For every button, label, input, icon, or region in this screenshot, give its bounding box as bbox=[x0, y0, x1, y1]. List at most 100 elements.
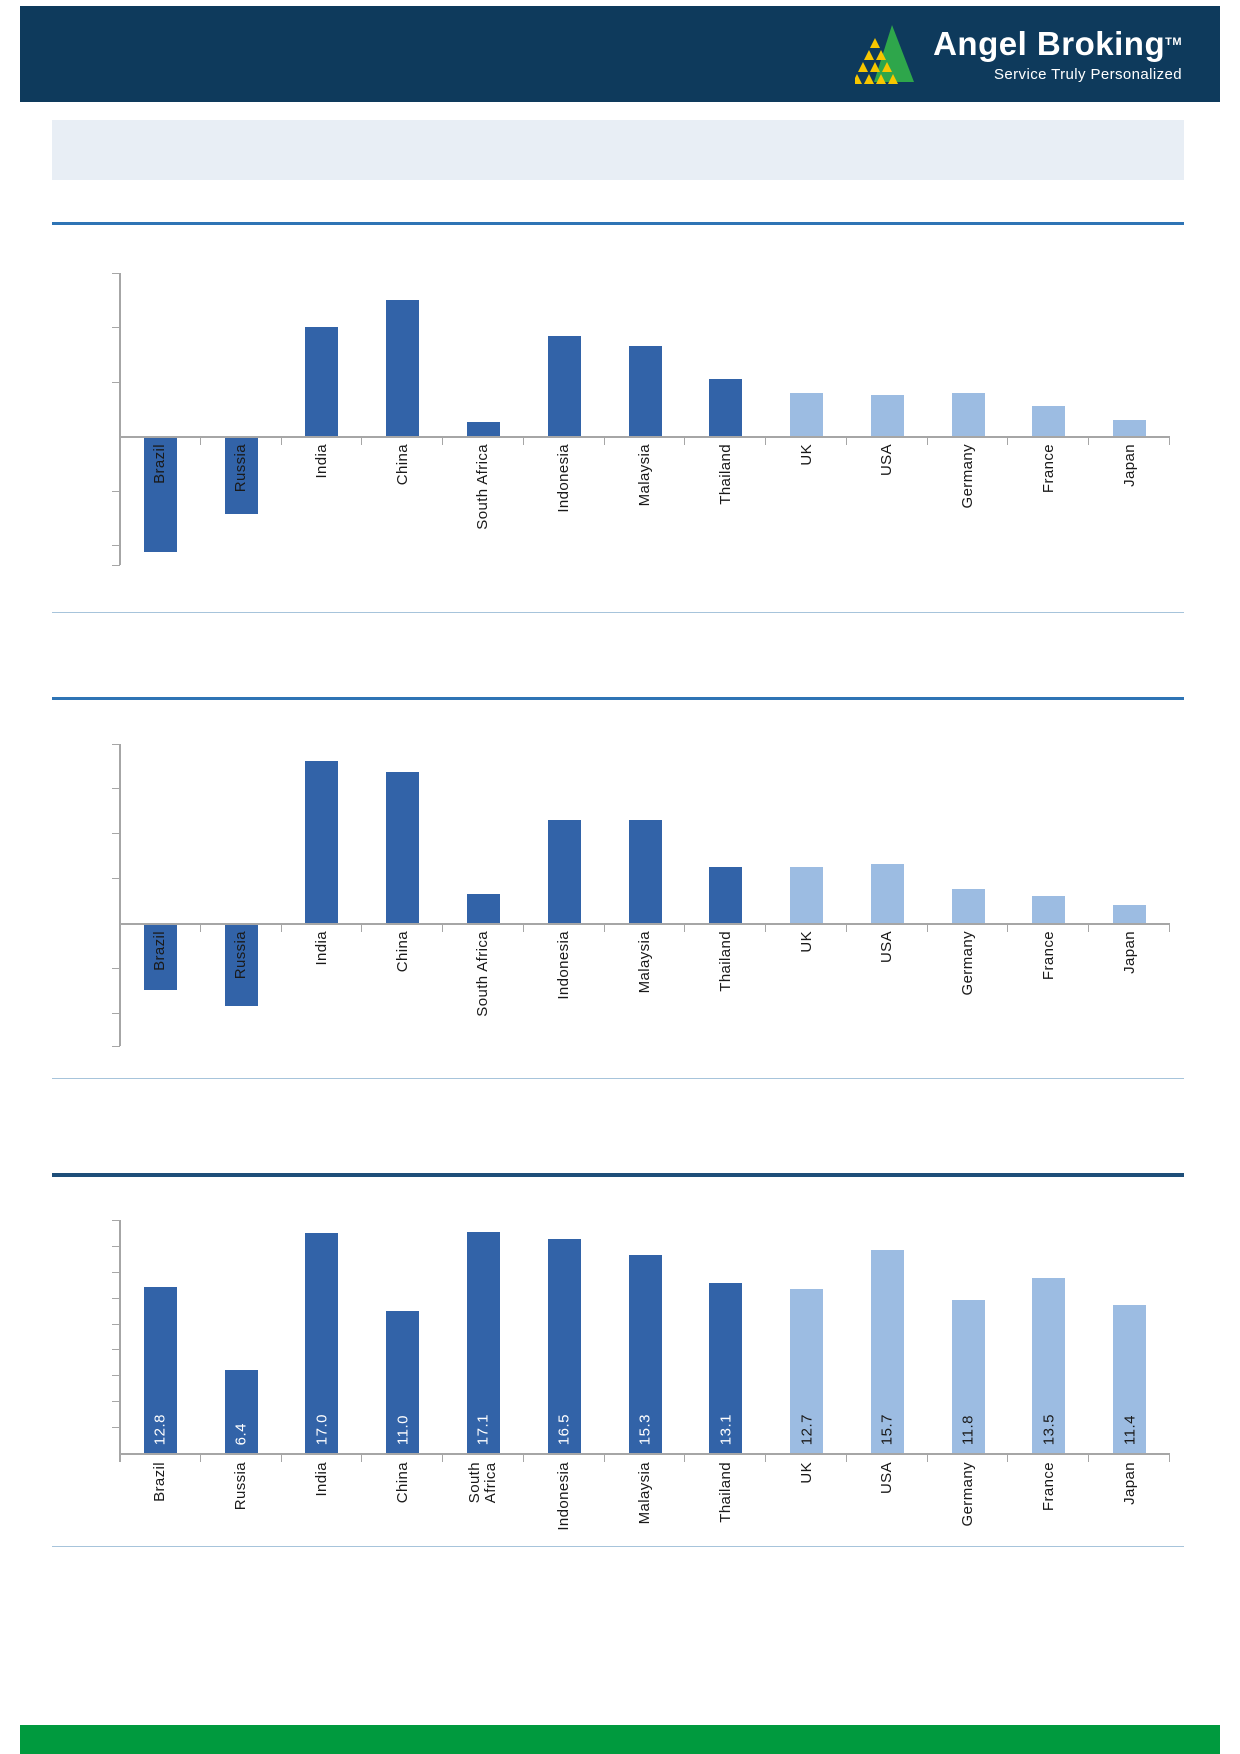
chart-1-x-tick bbox=[361, 438, 363, 445]
chart-1-label-russia: Russia bbox=[232, 444, 250, 493]
chart-3-x-tick bbox=[684, 1455, 686, 1462]
chart-2-y-tick bbox=[112, 833, 120, 834]
chart-2-bar-uk bbox=[790, 867, 824, 923]
chart-2-label-malaysia: Malaysia bbox=[636, 931, 654, 994]
chart-3-bar-india bbox=[305, 1233, 339, 1453]
chart-3-value-uk: 12.7 bbox=[798, 1413, 816, 1445]
chart-2-x-tick bbox=[765, 925, 767, 932]
chart-1-label-malaysia: Malaysia bbox=[636, 444, 654, 507]
title-box bbox=[52, 120, 1184, 180]
chart-3-bar-france bbox=[1032, 1278, 1066, 1453]
chart-2-label-japan: Japan bbox=[1120, 931, 1138, 974]
chart-2-y-tick bbox=[112, 744, 120, 745]
chart-3-value-indonesia: 16.5 bbox=[555, 1413, 573, 1445]
chart-1-x-tick bbox=[845, 438, 847, 445]
chart-2-x-tick bbox=[684, 925, 686, 932]
chart-1-x-tick bbox=[1007, 438, 1009, 445]
chart-1-label-indonesia: Indonesia bbox=[555, 444, 573, 513]
chart-1-bar-brazil bbox=[143, 438, 177, 552]
chart-1-x-tick bbox=[926, 438, 928, 445]
trademark-symbol: TM bbox=[1165, 35, 1182, 48]
footer-green-band bbox=[20, 1725, 1220, 1754]
chart-3-label-china: China bbox=[393, 1462, 411, 1504]
chart-1-y-axis bbox=[119, 273, 121, 565]
chart-3-bar-germany bbox=[951, 1300, 985, 1453]
chart-3-bar-brazil bbox=[143, 1287, 177, 1453]
chart-2-label-brazil: Brazil bbox=[151, 931, 169, 971]
chart-1-y-tick bbox=[112, 273, 120, 274]
chart-2-bar-usa bbox=[870, 864, 904, 923]
chart-3-label-thailand: Thailand bbox=[716, 1462, 734, 1523]
chart-2-label-indonesia: Indonesia bbox=[555, 931, 573, 1000]
chart-3-y-tick bbox=[112, 1375, 120, 1376]
chart-1-x-tick bbox=[522, 438, 524, 445]
chart-3-bar-china bbox=[386, 1311, 420, 1453]
chart-1-y-tick bbox=[112, 565, 120, 566]
chart-2-y-tick bbox=[112, 968, 120, 969]
chart-1-x-tick bbox=[280, 438, 282, 445]
chart-3-label-indonesia: Indonesia bbox=[555, 1462, 573, 1531]
chart-3-bar-uk bbox=[790, 1289, 824, 1453]
chart-1-bar-japan bbox=[1113, 420, 1147, 436]
chart-1-bar-thailand bbox=[709, 379, 743, 436]
chart-3-label-uk: UK bbox=[797, 1462, 815, 1484]
brand-name: Angel BrokingTM bbox=[933, 24, 1182, 62]
chart-2-y-tick bbox=[112, 788, 120, 789]
chart-2-x-tick bbox=[1088, 925, 1090, 932]
section-divider-1 bbox=[52, 222, 1184, 225]
chart-2-label-india: India bbox=[312, 931, 330, 966]
chart-3-y-tick bbox=[112, 1401, 120, 1402]
chart-3-y-tick bbox=[112, 1427, 120, 1428]
chart-2-bar-thailand bbox=[709, 867, 743, 923]
chart-2-label-uk: UK bbox=[797, 931, 815, 953]
chart-2-bar-south-africa bbox=[466, 894, 500, 923]
chart-3-bar-malaysia bbox=[628, 1255, 662, 1453]
chart-1-x-tick bbox=[765, 438, 767, 445]
chart-2-bar-china bbox=[386, 772, 420, 923]
chart-3-x-tick bbox=[926, 1455, 928, 1462]
chart-2-x-tick bbox=[926, 925, 928, 932]
chart-2-label-usa: USA bbox=[878, 931, 896, 964]
chart-3-x-tick bbox=[361, 1455, 363, 1462]
chart-3-label-south-africa: South Africa bbox=[466, 1462, 500, 1504]
chart-3-bar-thailand bbox=[709, 1283, 743, 1453]
chart-2-label-germany: Germany bbox=[959, 931, 977, 996]
chart-3-value-thailand: 13.1 bbox=[717, 1413, 735, 1445]
chart-3-bar-japan bbox=[1113, 1305, 1147, 1453]
chart-3-bar-russia bbox=[224, 1370, 258, 1453]
chart-3-y-axis bbox=[119, 1220, 121, 1462]
chart-2-bar-france bbox=[1032, 896, 1066, 923]
chart-1-bar-china bbox=[386, 300, 420, 436]
chart-1-bar-france bbox=[1032, 406, 1066, 436]
chart-1-label-germany: Germany bbox=[959, 444, 977, 509]
brand-tagline: Service Truly Personalized bbox=[994, 65, 1182, 83]
chart-3-label-usa: USA bbox=[878, 1462, 896, 1495]
section-rule-2 bbox=[52, 1078, 1184, 1079]
chart-3-x-tick bbox=[1169, 1455, 1170, 1462]
chart-3-x-tick bbox=[1088, 1455, 1090, 1462]
chart-3-x-tick bbox=[199, 1455, 201, 1462]
chart-1-label-france: France bbox=[1039, 444, 1057, 494]
chart-3-label-japan: Japan bbox=[1120, 1462, 1138, 1505]
chart-1-label-brazil: Brazil bbox=[151, 444, 169, 484]
chart-3-x-tick bbox=[603, 1455, 605, 1462]
chart-1-label-south-africa: South Africa bbox=[474, 444, 492, 530]
chart-2-x-tick bbox=[1007, 925, 1009, 932]
chart-2-x-tick bbox=[845, 925, 847, 932]
chart-2-y-tick bbox=[112, 878, 120, 879]
chart-2-bar-germany bbox=[951, 889, 985, 923]
chart-1-bar-usa bbox=[870, 395, 904, 436]
chart-3-value-france: 13.5 bbox=[1040, 1413, 1058, 1445]
chart-2-x-tick bbox=[280, 925, 282, 932]
chart-2-x-axis bbox=[119, 923, 1171, 925]
chart-1-x-tick bbox=[199, 438, 201, 445]
chart-2-bar-malaysia bbox=[628, 820, 662, 923]
chart-1-label-china: China bbox=[393, 444, 411, 486]
chart-3-label-france: France bbox=[1039, 1462, 1057, 1512]
chart-3-x-tick bbox=[845, 1455, 847, 1462]
chart-2-y-tick bbox=[112, 1013, 120, 1014]
chart-3-x-tick bbox=[280, 1455, 282, 1462]
chart-1-bar-india bbox=[305, 327, 339, 436]
